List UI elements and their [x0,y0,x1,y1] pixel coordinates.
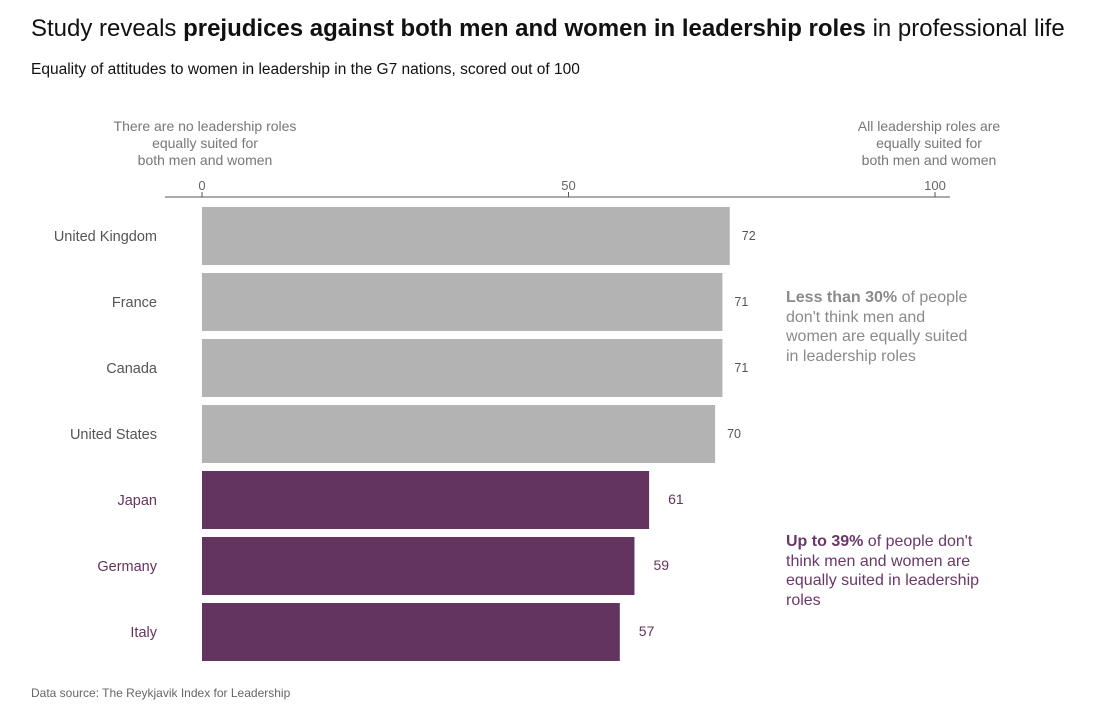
x-tick-label: 100 [924,178,946,193]
bar [202,207,730,265]
category-label: United States [70,427,157,443]
chart-subtitle: Equality of attitudes to women in leader… [31,61,580,78]
axis-left-caption-line: both men and women [138,152,273,168]
category-label: Germany [97,559,157,575]
data-label: 71 [734,361,748,375]
data-label: 59 [653,557,669,573]
category-label: Canada [106,361,158,377]
axis-left-caption-line: There are no leadership roles [114,118,297,134]
bar [202,273,723,331]
x-tick-label: 50 [561,178,575,193]
bar [202,471,650,529]
annotation-grey-bold: Less than 30% [786,289,898,306]
annotation-purple: Up to 39% of people don't think men and … [786,532,986,610]
bar [202,405,716,463]
title-suffix: in professional life [865,15,1065,42]
category-label: Japan [117,493,157,509]
data-source: Data source: The Reykjavik Index for Lea… [31,686,291,700]
axis-right-caption-line: All leadership roles are [858,118,1001,134]
title-prefix: Study reveals [31,15,184,42]
annotation-grey: Less than 30% of people don't think men … [786,288,976,366]
axis-right-caption-line: equally suited for [876,135,982,151]
category-label: United Kingdom [54,229,157,245]
data-label: 70 [727,427,741,441]
x-tick-label: 0 [198,178,205,193]
title-bold: prejudices against both men and women in… [183,15,866,42]
annotation-grey-text: of people don't think men and women are … [786,289,968,365]
axis-left-caption-line: equally suited for [152,135,258,151]
bar [202,603,620,661]
data-label: 72 [742,229,756,243]
data-label: 61 [668,491,684,507]
annotation-purple-text: of people don't think men and women are … [786,533,980,609]
chart-title: Study reveals prejudices against both me… [31,15,1065,43]
axis-right-caption-line: both men and women [862,152,997,168]
annotation-purple-bold: Up to 39% [786,533,864,550]
category-label: France [112,295,157,311]
bar [202,537,635,595]
data-label: 57 [639,623,655,639]
data-label: 71 [734,295,748,309]
category-label: Italy [130,625,157,641]
bar [202,339,723,397]
